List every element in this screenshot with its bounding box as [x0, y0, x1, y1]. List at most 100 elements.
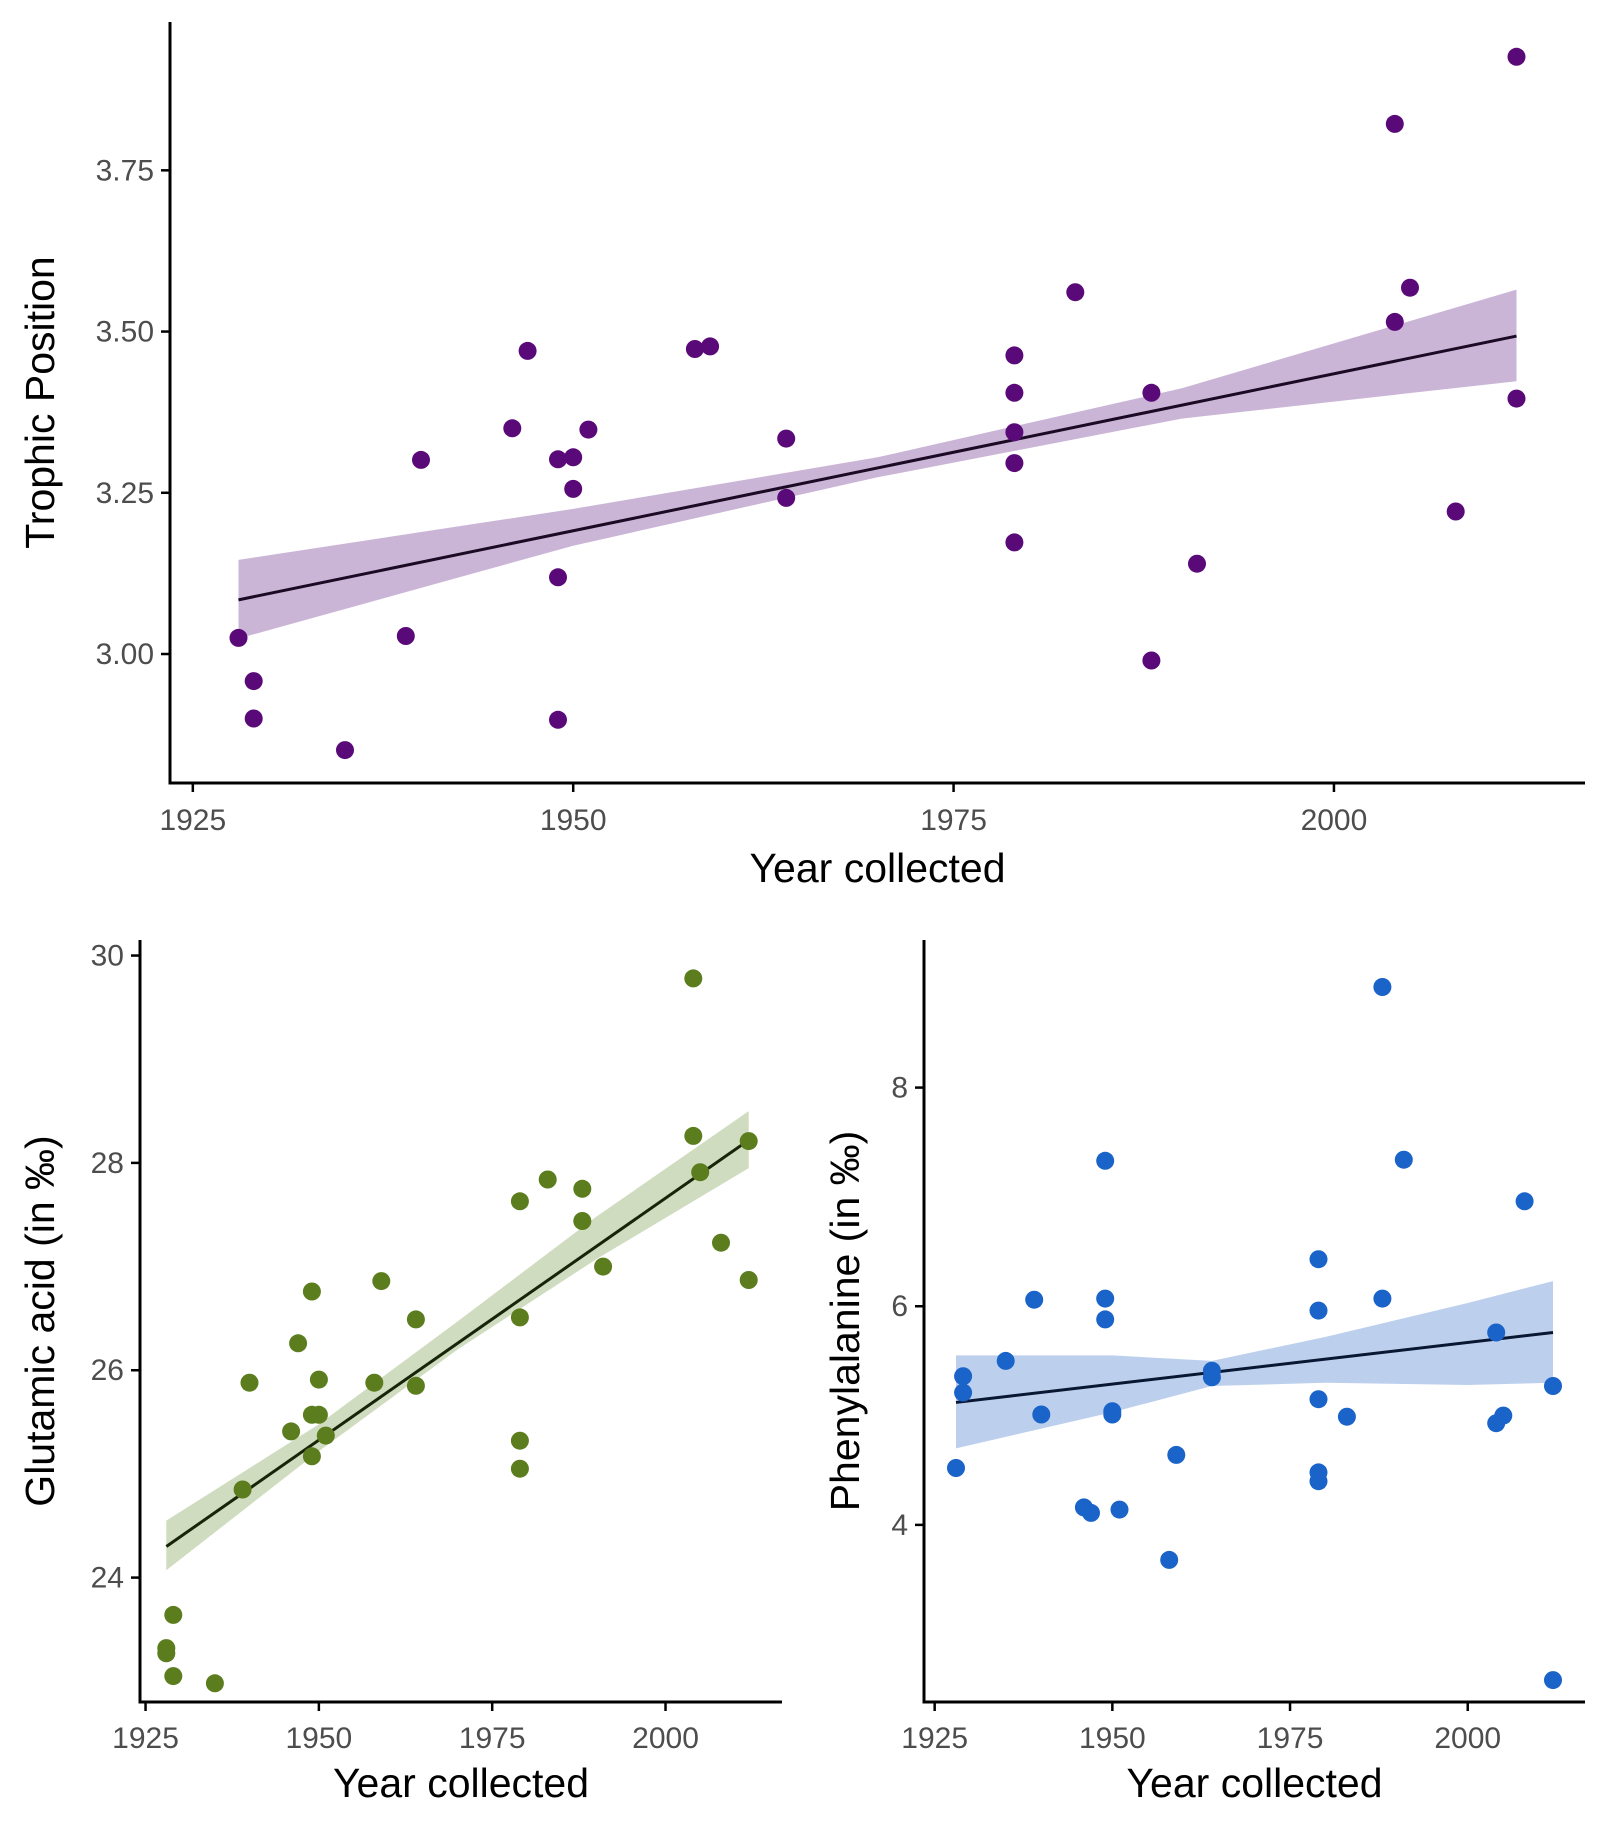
data-point	[996, 1351, 1015, 1370]
data-point	[164, 1667, 183, 1686]
data-point	[503, 419, 522, 438]
data-point	[1202, 1368, 1221, 1387]
data-point	[1096, 1310, 1115, 1329]
data-point	[1394, 1150, 1413, 1169]
data-point	[1142, 383, 1161, 402]
data-point	[365, 1373, 384, 1392]
data-point	[1544, 1671, 1562, 1690]
data-point	[510, 1459, 529, 1478]
data-point	[244, 709, 263, 728]
data-point	[579, 420, 598, 439]
x-tick-label: 1975	[1257, 1722, 1324, 1755]
y-tick-label: 24	[91, 1562, 124, 1595]
data-point	[1188, 554, 1206, 573]
data-point	[309, 1405, 328, 1424]
confidence-band	[238, 289, 1517, 639]
data-point	[1142, 651, 1161, 670]
x-tick-label: 1950	[285, 1722, 352, 1755]
data-point	[1515, 1192, 1534, 1211]
data-point	[205, 1674, 224, 1693]
data-point	[396, 627, 415, 645]
x-tick-label: 2000	[1434, 1722, 1501, 1755]
data-point	[1005, 454, 1024, 473]
glutamic-acid-panel: 1925 1950 1975 2000 24 26 28 30 Year collected Gl…	[17, 940, 782, 1806]
data-point	[1005, 423, 1024, 442]
data-point	[1544, 1377, 1562, 1395]
data-point	[510, 1308, 529, 1327]
data-point	[233, 1480, 252, 1499]
x-tick-label: 2000	[632, 1722, 699, 1755]
y-tick-label: 30	[91, 940, 124, 973]
data-point	[549, 710, 567, 729]
y-tick-label: 26	[91, 1354, 124, 1387]
data-point	[1032, 1405, 1051, 1424]
data-point	[684, 1126, 703, 1145]
data-point	[1507, 47, 1526, 66]
data-point	[282, 1422, 301, 1441]
data-point	[1337, 1407, 1356, 1426]
data-point	[685, 340, 704, 358]
data-point	[1160, 1550, 1179, 1569]
x-axis-title: Year collected	[333, 1760, 589, 1806]
data-point	[1110, 1500, 1129, 1519]
data-point	[518, 341, 537, 360]
data-point	[1309, 1301, 1328, 1320]
data-point	[1082, 1503, 1100, 1522]
data-point	[1373, 1289, 1392, 1308]
data-point	[309, 1370, 328, 1389]
data-point	[538, 1170, 557, 1189]
data-point	[739, 1271, 758, 1289]
x-tick-label: 1950	[1079, 1722, 1146, 1755]
data-point	[316, 1426, 335, 1445]
data-point	[244, 672, 263, 691]
data-point	[954, 1383, 973, 1402]
x-tick-label: 1925	[112, 1722, 179, 1755]
x-axis-title: Year collected	[749, 845, 1005, 891]
data-point	[701, 337, 720, 356]
data-point	[1066, 283, 1085, 302]
data-point	[1385, 312, 1404, 331]
data-point	[549, 450, 567, 469]
data-point	[1309, 1250, 1328, 1269]
phenylalanine-panel: 1925 1950 1975 2000 4 6 8 Year collected Phenyla…	[822, 940, 1585, 1806]
x-tick-label: 2000	[1301, 804, 1368, 837]
data-point	[549, 568, 567, 587]
data-point	[302, 1447, 321, 1466]
x-tick-label: 1975	[920, 804, 987, 837]
y-axis-title: Trophic Position	[17, 256, 63, 548]
y-tick-label: 3.50	[96, 316, 154, 349]
y-tick-label: 4	[891, 1509, 908, 1542]
x-tick-label: 1950	[540, 804, 607, 837]
data-point	[684, 969, 703, 988]
y-tick-label: 28	[91, 1147, 124, 1180]
data-point	[777, 429, 796, 448]
data-point	[412, 450, 430, 469]
data-point	[1494, 1406, 1513, 1425]
data-point	[1507, 389, 1526, 408]
regression-line	[238, 334, 1517, 602]
data-point	[289, 1334, 308, 1353]
data-point	[564, 479, 583, 498]
data-point	[336, 741, 354, 760]
confidence-band	[166, 1111, 749, 1571]
confidence-band	[956, 1281, 1553, 1449]
data-point	[240, 1373, 259, 1392]
data-point	[406, 1310, 425, 1329]
data-point	[691, 1163, 710, 1182]
data-point	[1446, 502, 1465, 521]
x-tick-label: 1925	[159, 804, 226, 837]
y-tick-label: 6	[891, 1290, 908, 1323]
data-point	[1005, 533, 1024, 552]
data-point	[1096, 1151, 1115, 1170]
y-axis-title: Phenylalanine (in ‰)	[822, 1131, 868, 1512]
data-point	[1167, 1445, 1186, 1464]
data-point	[372, 1272, 391, 1291]
x-tick-label: 1975	[459, 1722, 526, 1755]
regression-line	[955, 1330, 1554, 1404]
data-point	[1005, 383, 1024, 402]
data-point	[712, 1233, 730, 1252]
data-point	[1373, 978, 1392, 996]
data-point	[164, 1605, 183, 1624]
y-axis-title: Glutamic acid (in ‰)	[17, 1135, 63, 1506]
data-point	[302, 1282, 321, 1301]
